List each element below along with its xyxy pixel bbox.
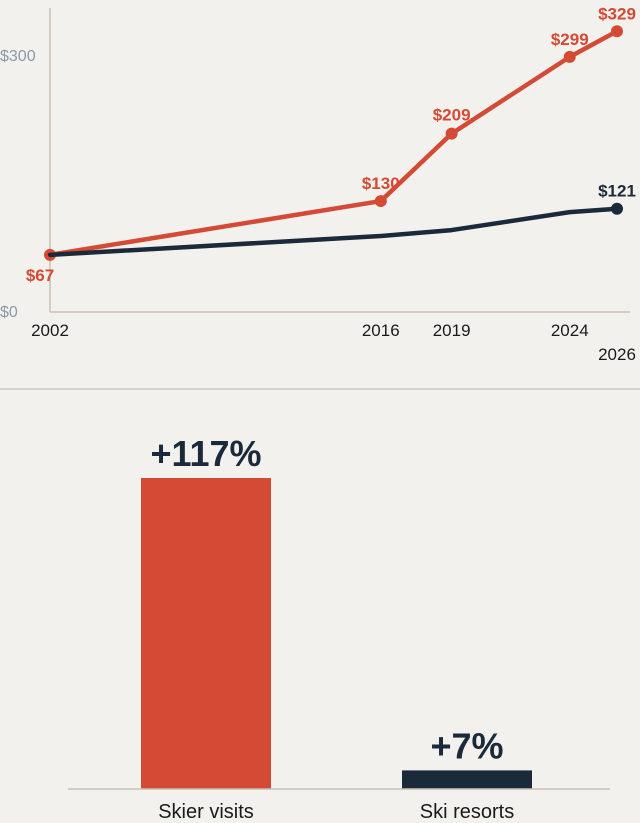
bar-category-label: Skier visits (158, 801, 254, 823)
y-tick-label: $0 (0, 304, 18, 321)
y-tick-label: $300 (0, 48, 36, 65)
x-tick-label: 2024 (551, 321, 589, 340)
data-point (563, 50, 576, 63)
bar-value-label: +117% (150, 433, 261, 474)
data-label: $121 (598, 182, 636, 201)
x-tick-label: 2016 (362, 321, 400, 340)
data-label: $299 (551, 30, 589, 49)
data-point (611, 25, 623, 38)
bar-category-label: Ski resorts (420, 801, 514, 823)
bar (141, 478, 271, 789)
series-line (47, 206, 620, 258)
bar (402, 770, 532, 789)
data-label: $67 (26, 266, 54, 285)
x-tick-label: 2019 (433, 321, 471, 340)
data-point (611, 202, 623, 215)
data-point (374, 195, 387, 208)
x-tick-label: 2026 (598, 345, 636, 364)
price-line-chart: $0 $300 2002 2016 2019 2024 2026 $67 $130 $209 $29… (0, 4, 640, 390)
data-point (445, 127, 458, 140)
x-tick-label: 2002 (31, 321, 69, 340)
bar-value-label: +7% (430, 725, 503, 766)
data-label: $209 (433, 106, 471, 125)
data-label: $130 (362, 174, 400, 193)
data-label: $329 (598, 4, 636, 23)
